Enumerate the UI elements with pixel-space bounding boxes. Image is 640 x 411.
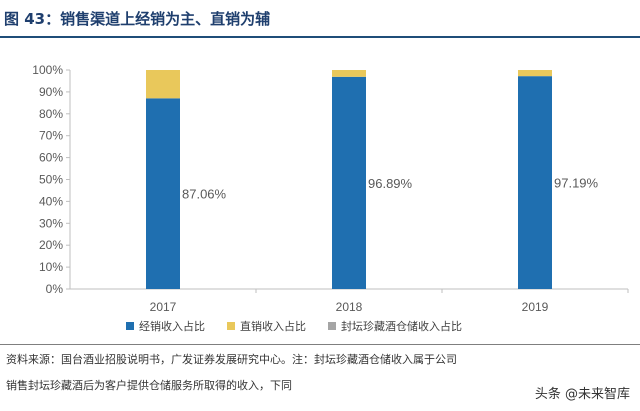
legend-label: 直销收入占比	[240, 319, 306, 333]
watermark: 头条 @未来智库	[534, 387, 630, 402]
data-label: 87.06%	[182, 187, 227, 202]
bar-direct-sales-2017	[146, 70, 180, 99]
figure-header: 图 43：销售渠道上经销为主、直销为辅	[0, 0, 640, 38]
bar-distribution-2018	[332, 76, 366, 289]
y-tick-label: 0%	[46, 282, 64, 296]
x-tick-label: 2019	[522, 300, 549, 314]
y-tick-label: 60%	[39, 151, 63, 165]
data-label: 96.89%	[368, 176, 413, 191]
y-tick-label: 90%	[39, 85, 63, 99]
bar-distribution-2017	[146, 98, 180, 290]
legend-label: 经销收入占比	[139, 319, 205, 333]
y-tick-label: 30%	[39, 216, 63, 230]
bar-distribution-2019	[518, 76, 552, 289]
source-note-line-2: 销售封坛珍藏酒后为客户提供仓储服务所取得的收入，下同	[6, 379, 292, 392]
bar-direct-sales-2019	[518, 70, 552, 77]
legend-swatch	[126, 322, 134, 330]
stacked-bar-chart: 0% 10% 20% 30% 40% 50% 60% 70% 80% 90% 100% 2017 87.…	[32, 63, 629, 333]
y-tick-label: 40%	[39, 194, 63, 208]
y-tick-label: 20%	[39, 238, 63, 252]
source-divider	[0, 344, 640, 345]
x-tick-label: 2017	[150, 300, 177, 314]
y-tick-label: 100%	[32, 63, 63, 77]
legend-swatch	[328, 322, 336, 330]
legend-label: 封坛珍藏酒仓储收入占比	[341, 319, 462, 333]
y-tick-label: 50%	[39, 173, 63, 187]
source-note-line-1: 资料来源：国台酒业招股说明书，广发证券发展研究中心。注：封坛珍藏酒仓储收入属于公…	[6, 353, 457, 366]
y-tick-label: 10%	[39, 260, 63, 274]
x-tick-label: 2018	[336, 300, 363, 314]
bar-direct-sales-2018	[332, 70, 366, 77]
legend-swatch	[227, 322, 235, 330]
y-tick-label: 70%	[39, 129, 63, 143]
y-tick-label: 80%	[39, 107, 63, 121]
figure-title: 图 43：销售渠道上经销为主、直销为辅	[4, 10, 271, 28]
data-label: 97.19%	[554, 176, 599, 191]
